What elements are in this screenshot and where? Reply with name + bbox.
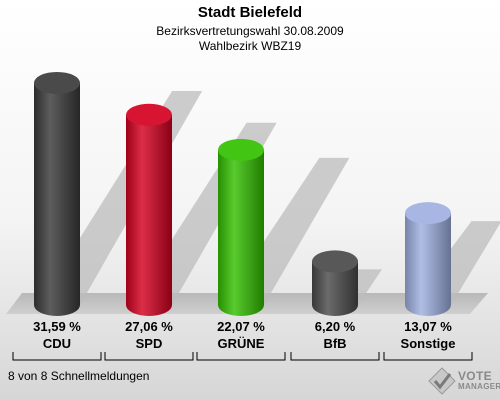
bar-gru-ne — [218, 138, 264, 316]
category-label-spd: SPD — [136, 336, 163, 351]
bar-top-sonstige — [405, 202, 451, 225]
value-label-spd: 27,06 % — [125, 319, 173, 334]
category-bracket-bfb — [290, 352, 380, 361]
category-bracket-gru-ne — [196, 352, 286, 361]
category-bracket-cdu — [12, 352, 102, 361]
bar-body-spd — [126, 114, 172, 316]
category-bracket-spd — [104, 352, 194, 361]
category-label-bfb: BfB — [323, 336, 346, 351]
brand-line-1: VOTE — [458, 369, 492, 383]
bar-top-gru-ne — [218, 138, 264, 161]
bar-body-cdu — [34, 82, 80, 316]
bar-bfb — [312, 250, 358, 316]
bar-body-sonstige — [405, 213, 451, 316]
bar-top-spd — [126, 103, 172, 126]
category-label-sonstige: Sonstige — [401, 336, 456, 351]
value-label-gru-ne: 22,07 % — [217, 319, 265, 334]
chart-title: Stadt Bielefeld — [197, 4, 303, 21]
category-label-gru-ne: GRÜNE — [218, 336, 265, 351]
bar-top-cdu — [34, 71, 80, 94]
bar-body-gru-ne — [218, 149, 264, 316]
bar-spd — [126, 103, 172, 316]
reports-note: 8 von 8 Schnellmeldungen — [8, 369, 150, 383]
bar-cdu — [34, 71, 80, 316]
chart-district: Wahlbezirk WBZ19 — [198, 39, 302, 53]
bar-sonstige — [405, 202, 451, 316]
vote-manager-logo: VOTE MANAGER — [428, 367, 500, 397]
vote-check-icon — [428, 367, 456, 395]
chart-subtitle: Bezirksvertretungswahl 30.08.2009 — [156, 24, 344, 38]
brand-line-2: MANAGER — [458, 382, 500, 391]
bar-body-bfb — [312, 261, 358, 316]
bar-top-bfb — [312, 250, 358, 273]
category-bracket-sonstige — [383, 352, 473, 361]
value-label-cdu: 31,59 % — [33, 319, 81, 334]
value-label-bfb: 6,20 % — [315, 319, 356, 334]
value-label-sonstige: 13,07 % — [404, 319, 452, 334]
category-label-cdu: CDU — [43, 336, 71, 351]
